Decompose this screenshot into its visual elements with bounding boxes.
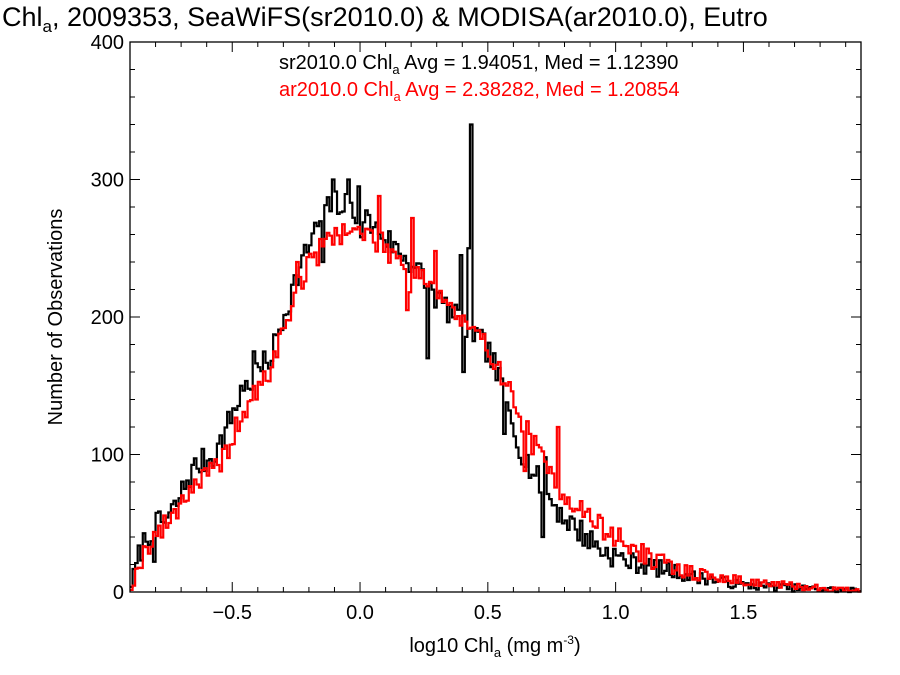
legend-ar2010-sub: a	[394, 89, 402, 104]
tick-labels: −0.5 0.0 0.5 1.0 1.5 0 100 200 300 400	[91, 32, 758, 624]
x-tick-label: 0.0	[346, 602, 374, 624]
y-axis-label: Number of Observations	[45, 209, 67, 426]
y-tick-label: 300	[91, 170, 124, 192]
legend-entry-sr2010: sr2010.0 Chla Avg = 1.94051, Med = 1.123…	[279, 52, 678, 77]
x-axis-label-post: )	[574, 635, 581, 657]
legend-ar2010-pre: ar2010.0 Chl	[279, 79, 394, 101]
legend-sr2010-pre: sr2010.0 Chl	[279, 52, 392, 74]
chart-title: Chla, 2009353, SeaWiFS(sr2010.0) & MODIS…	[2, 2, 768, 36]
y-tick-label: 0	[113, 582, 124, 604]
x-tick-label: 0.5	[474, 602, 502, 624]
x-axis-label-pre: log10 Chl	[409, 635, 494, 657]
legend-entry-ar2010: ar2010.0 Chla Avg = 2.38282, Med = 1.208…	[279, 79, 680, 104]
x-tick-label: 1.0	[602, 602, 630, 624]
legend-ar2010-post: Avg = 2.38282, Med = 1.20854	[401, 79, 680, 101]
chart-title-subscript: a	[43, 17, 53, 36]
series-layer	[130, 123, 861, 594]
x-axis-label-mid: (mg m	[501, 635, 563, 657]
series-sr2010-0-histogram	[130, 123, 861, 594]
plot-frame	[129, 41, 862, 593]
legend-sr2010-sub: a	[392, 62, 400, 77]
chart-title-rest: , 2009353, SeaWiFS(sr2010.0) & MODISA(ar…	[52, 2, 768, 32]
x-axis-label-sub: a	[494, 645, 502, 660]
x-axis-label: log10 Chla (mg m-3)	[409, 633, 580, 660]
axis-ticks	[129, 41, 861, 593]
x-axis-label-sup: -3	[563, 633, 574, 647]
chart-title-prefix: Chl	[2, 2, 43, 32]
x-tick-label: 1.5	[730, 602, 758, 624]
y-tick-label: 100	[91, 445, 124, 467]
x-tick-label: −0.5	[212, 602, 251, 624]
y-tick-label: 400	[91, 32, 124, 54]
y-tick-label: 200	[91, 307, 124, 329]
series-ar2010-0-histogram	[130, 194, 861, 593]
legend-sr2010-post: Avg = 1.94051, Med = 1.12390	[400, 52, 679, 74]
